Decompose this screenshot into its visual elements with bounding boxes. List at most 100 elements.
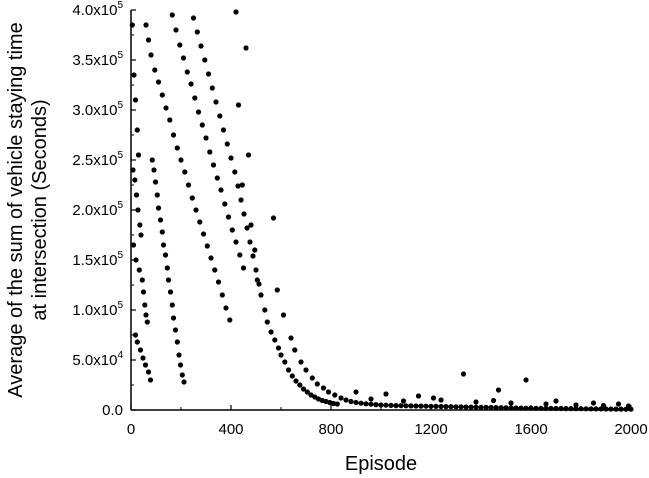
data-point	[553, 398, 559, 404]
data-point	[493, 405, 499, 411]
data-point	[438, 403, 444, 410]
data-point	[200, 231, 207, 237]
y-tick-label: 0.0	[102, 402, 123, 419]
data-point	[135, 152, 142, 158]
data-point	[177, 42, 183, 48]
data-point	[252, 247, 258, 253]
data-point	[285, 367, 292, 373]
data-point	[463, 404, 469, 410]
data-point	[383, 402, 389, 408]
data-point	[275, 345, 282, 351]
data-point	[170, 132, 177, 138]
data-point	[473, 399, 479, 405]
data-point	[188, 81, 194, 87]
data-point	[167, 289, 174, 295]
data-point	[270, 215, 277, 221]
data-point	[615, 401, 622, 407]
data-point	[250, 253, 256, 259]
data-point	[199, 122, 205, 128]
data-point	[167, 117, 173, 123]
data-point	[181, 379, 187, 385]
data-point	[408, 403, 414, 409]
data-point	[193, 207, 199, 213]
data-point	[460, 371, 467, 377]
data-point	[136, 267, 142, 273]
data-point	[140, 355, 146, 361]
data-point	[243, 45, 249, 51]
data-point	[208, 255, 214, 261]
data-point	[613, 406, 619, 412]
data-point	[132, 332, 139, 338]
data-point	[192, 95, 198, 101]
data-point	[159, 229, 165, 235]
y-tick-label: 4.0x105	[72, 0, 123, 19]
data-point	[363, 401, 369, 407]
data-point	[155, 79, 162, 85]
data-point	[238, 197, 244, 203]
data-point	[608, 406, 614, 412]
data-point	[185, 182, 192, 188]
data-point	[268, 329, 274, 335]
data-point	[228, 155, 234, 161]
data-point	[388, 402, 394, 408]
data-point	[209, 85, 215, 91]
data-point	[413, 403, 419, 409]
data-point	[490, 397, 497, 404]
data-point	[383, 391, 389, 397]
data-point	[207, 149, 213, 155]
data-point	[438, 397, 444, 403]
data-point	[232, 169, 238, 175]
data-point	[258, 292, 264, 298]
data-point	[142, 302, 148, 308]
data-point	[488, 404, 494, 411]
y-tick-label: 5.0x104	[72, 350, 123, 369]
data-point	[320, 385, 327, 391]
data-point	[292, 347, 298, 353]
data-point	[210, 162, 217, 168]
data-point	[393, 403, 399, 409]
y-axis-title-line1: Average of the sum of vehicle staying ti…	[5, 22, 27, 397]
data-point	[314, 381, 320, 387]
data-point	[159, 92, 165, 98]
data-point	[149, 157, 155, 163]
data-point	[415, 393, 422, 399]
data-point	[147, 377, 154, 383]
data-point	[178, 157, 184, 163]
data-point	[169, 12, 175, 18]
data-point	[173, 27, 179, 33]
data-point	[132, 177, 138, 183]
data-point	[213, 99, 219, 105]
data-point	[483, 404, 489, 410]
data-point	[309, 375, 315, 381]
data-point	[247, 239, 253, 245]
y-tick-label: 1.0x105	[72, 300, 123, 319]
data-point	[274, 287, 280, 293]
data-point	[325, 389, 332, 395]
data-point	[244, 225, 250, 231]
data-point	[503, 405, 509, 411]
data-point	[453, 404, 459, 410]
data-point	[164, 265, 170, 271]
data-point	[132, 97, 139, 103]
data-point	[348, 398, 354, 405]
data-point	[212, 267, 218, 273]
data-point	[423, 403, 429, 409]
data-point	[204, 243, 210, 249]
data-point	[330, 400, 337, 407]
data-point	[443, 404, 449, 410]
data-point	[458, 404, 464, 410]
data-point	[227, 317, 233, 323]
data-point	[180, 55, 187, 61]
y-tick-label: 3.5x105	[72, 50, 123, 69]
data-point	[217, 113, 223, 119]
data-point	[590, 400, 597, 406]
data-point	[145, 369, 152, 375]
data-point	[304, 389, 310, 395]
y-axis-ticks: 0.0 5.0x104 1.0x105 1.5x105 2.0x105 2.5x105 3.…	[72, 0, 136, 419]
data-point	[288, 335, 294, 341]
y-axis-title: Average of the sum of vehicle staying ti…	[5, 22, 51, 397]
data-point	[334, 401, 340, 407]
data-point	[155, 205, 162, 211]
